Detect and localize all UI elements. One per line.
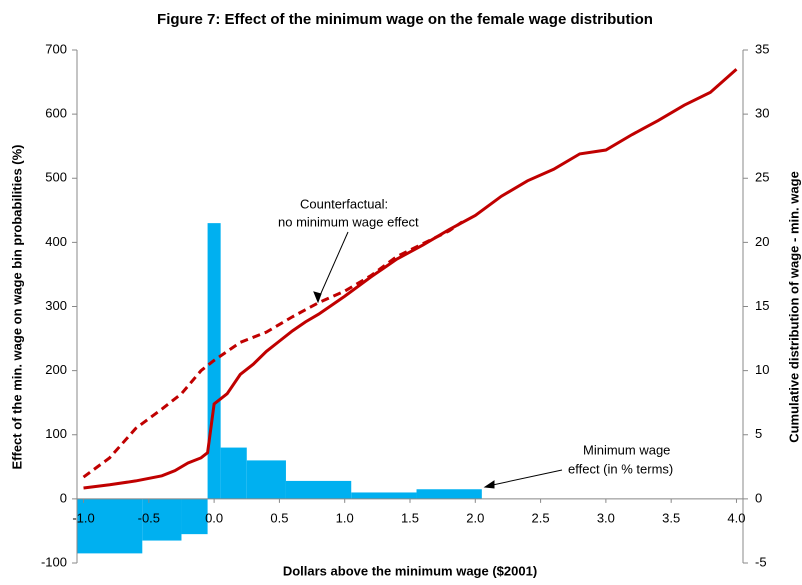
- y2-tick-label: -5: [755, 554, 767, 569]
- x-tick-label: 4.0: [727, 510, 745, 525]
- bar: [220, 447, 247, 499]
- arrowhead: [483, 480, 495, 489]
- y2-tick-label: 10: [755, 362, 769, 377]
- x-tick-label: 0.5: [270, 510, 288, 525]
- bar: [246, 460, 286, 499]
- arrow: [487, 469, 563, 487]
- y2-tick-label: 15: [755, 298, 769, 313]
- y-tick-label: 300: [45, 298, 67, 313]
- x-tick-label: 1.5: [401, 510, 419, 525]
- y2-tick-label: 5: [755, 426, 762, 441]
- y-tick-label: 0: [60, 490, 67, 505]
- y2-tick-label: 20: [755, 234, 769, 249]
- annotation: effect (in % terms): [568, 461, 673, 476]
- y2-tick-label: 0: [755, 490, 762, 505]
- x-tick-label: 0.0: [205, 510, 223, 525]
- annotation: Counterfactual:: [300, 196, 388, 211]
- arrow: [317, 231, 349, 301]
- bar: [77, 498, 143, 554]
- x-tick-label: -0.5: [138, 510, 160, 525]
- x-tick-label: 2.0: [466, 510, 484, 525]
- y2-tick-label: 35: [755, 41, 769, 56]
- x-axis-title: Dollars above the minimum wage ($2001): [283, 563, 537, 578]
- bar: [351, 492, 417, 499]
- bar: [181, 498, 208, 535]
- annotation: no minimum wage effect: [278, 214, 419, 229]
- y-tick-label: -100: [41, 554, 67, 569]
- arrows: [313, 231, 563, 489]
- y-tick-label: 100: [45, 426, 67, 441]
- x-tick-label: 1.0: [336, 510, 354, 525]
- bar: [142, 498, 182, 541]
- x-tick-label: 3.0: [597, 510, 615, 525]
- y2-axis-title: Cumulative distribution of wage - min. w…: [786, 171, 801, 443]
- y-tick-label: 200: [45, 362, 67, 377]
- chart-title: Figure 7: Effect of the minimum wage on …: [157, 11, 653, 28]
- x-tick-label: -1.0: [72, 510, 94, 525]
- bar: [285, 480, 352, 499]
- x-tick-label: 2.5: [532, 510, 550, 525]
- y-tick-label: 500: [45, 170, 67, 185]
- line: [82, 220, 464, 479]
- y2-tick-label: 30: [755, 106, 769, 121]
- y-axis-title: Effect of the min. wage on wage bin prob…: [9, 144, 24, 469]
- bar: [416, 489, 482, 499]
- arrowhead: [313, 291, 322, 304]
- line: [83, 68, 738, 490]
- y-tick-label: 400: [45, 234, 67, 249]
- y-tick-label: 700: [45, 41, 67, 56]
- y2-tick-label: 25: [755, 170, 769, 185]
- x-tick-label: 3.5: [662, 510, 680, 525]
- annotation: Minimum wage: [583, 442, 670, 457]
- plot: [77, 68, 738, 554]
- y-tick-label: 600: [45, 106, 67, 121]
